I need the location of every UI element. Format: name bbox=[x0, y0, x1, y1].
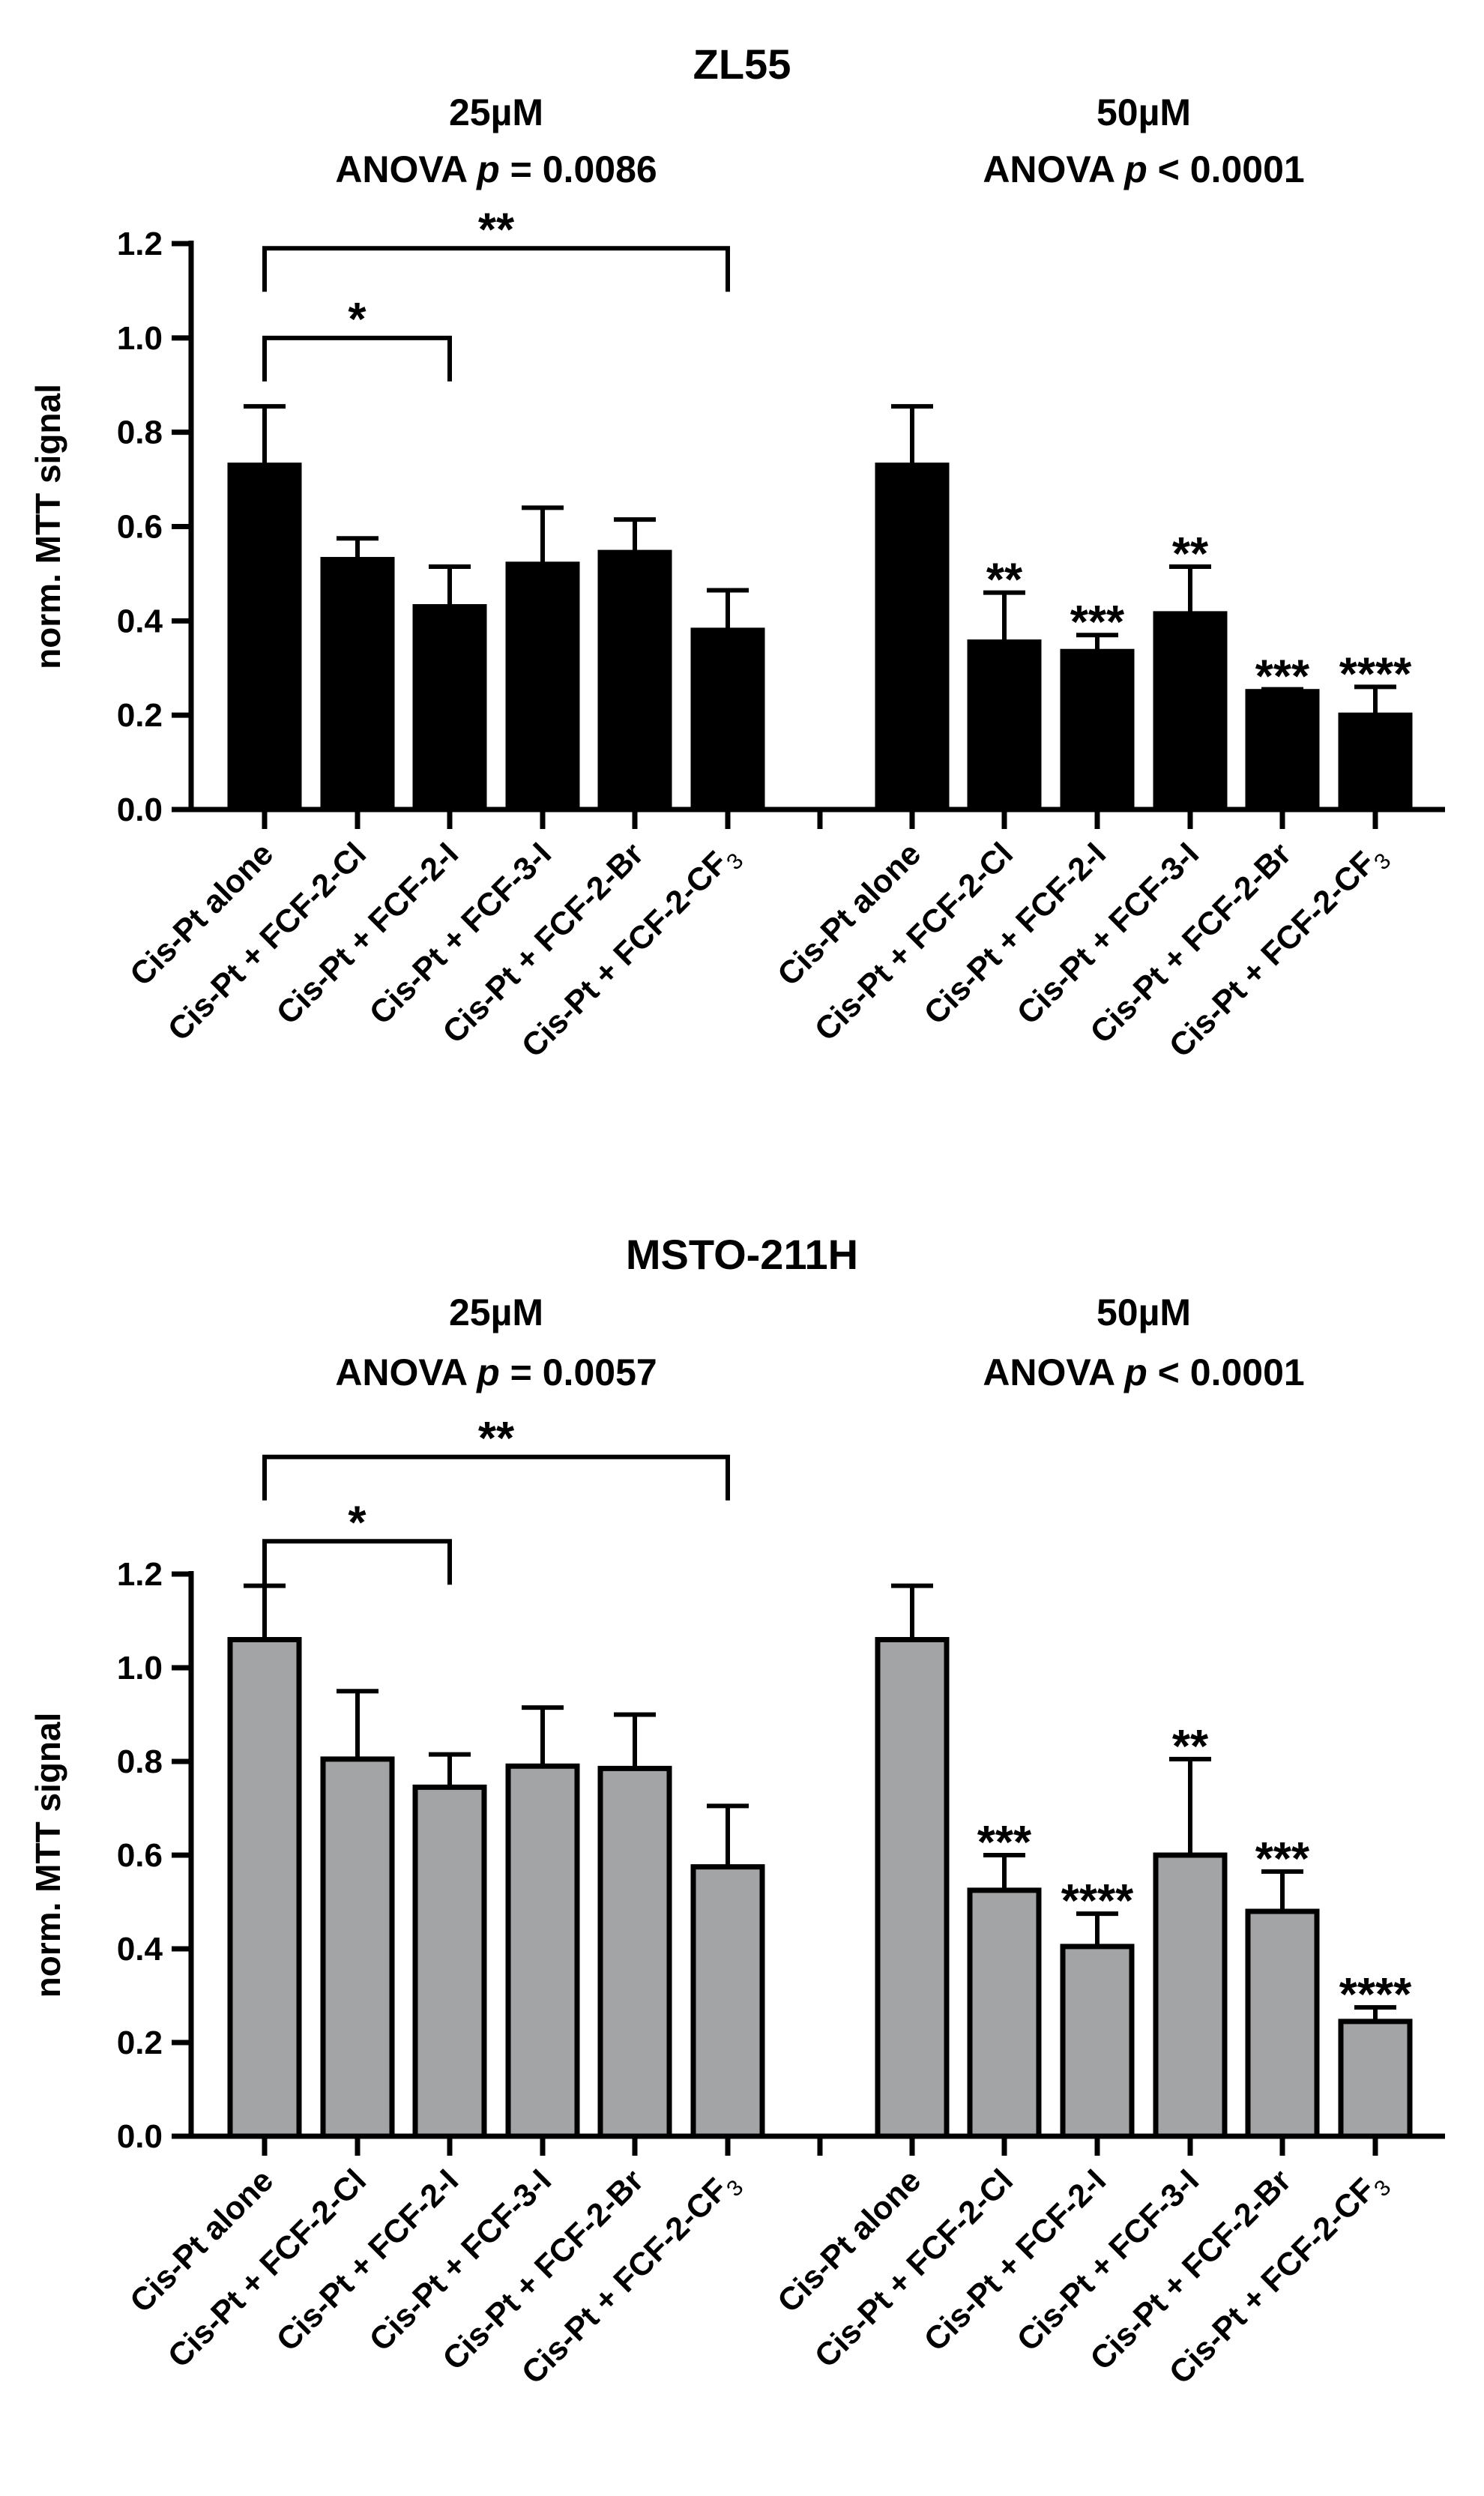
anova-result: ANOVA p < 0.0001 bbox=[983, 148, 1304, 190]
msto-211h-panel: MSTO-211H norm. MTT signal 0.0 0.2 0.4 0.6 0.8… bbox=[28, 1231, 1445, 2391]
bar bbox=[875, 1637, 950, 2139]
group-label: 25µM bbox=[449, 91, 543, 133]
significance-stars: ** bbox=[1172, 528, 1209, 580]
bracket-significance: ** bbox=[478, 204, 515, 256]
bar bbox=[412, 1784, 487, 2139]
bracket-significance: * bbox=[348, 1497, 367, 1549]
bar bbox=[690, 1864, 765, 2139]
significance-stars: **** bbox=[1339, 1969, 1412, 2021]
anova-prefix: ANOVA bbox=[983, 148, 1124, 190]
bar bbox=[320, 1756, 395, 2139]
bar bbox=[1338, 712, 1413, 813]
chart-title: ZL55 bbox=[693, 40, 791, 88]
significance-stars: **** bbox=[1061, 1875, 1134, 1927]
y-tick-label: 0.8 bbox=[117, 1743, 163, 1780]
bar bbox=[597, 549, 672, 813]
y-tick-label: 1.0 bbox=[117, 320, 163, 357]
anova-result: ANOVA p = 0.0086 bbox=[335, 148, 657, 190]
bar bbox=[320, 557, 395, 813]
significance-stars: *** bbox=[1255, 651, 1310, 703]
bar bbox=[1338, 2019, 1413, 2139]
bar bbox=[1060, 1944, 1135, 2139]
anova-result: ANOVA p < 0.0001 bbox=[983, 1351, 1304, 1393]
bar bbox=[1153, 1852, 1228, 2139]
anova-p-value: < 0.0001 bbox=[1147, 1351, 1305, 1393]
significance-stars: **** bbox=[1339, 648, 1412, 700]
bar bbox=[597, 1765, 672, 2139]
comparison-bracket bbox=[262, 1539, 452, 1585]
y-axis-label: norm. MTT signal bbox=[28, 384, 67, 669]
anova-prefix: ANOVA bbox=[335, 148, 477, 190]
significance-stars: *** bbox=[1070, 597, 1125, 648]
bar bbox=[227, 462, 302, 813]
bar bbox=[505, 1763, 580, 2139]
significance-stars: *** bbox=[1255, 1833, 1310, 1885]
anova-p-symbol: p bbox=[475, 148, 500, 190]
anova-p-symbol: p bbox=[475, 1351, 500, 1393]
significance-stars: *** bbox=[977, 1817, 1032, 1869]
anova-result: ANOVA p = 0.0057 bbox=[335, 1351, 657, 1393]
y-axis-label: norm. MTT signal bbox=[28, 1713, 67, 1998]
anova-prefix: ANOVA bbox=[983, 1351, 1124, 1393]
y-tick-label: 0.2 bbox=[117, 697, 163, 734]
bar bbox=[1153, 611, 1228, 813]
significance-stars: ** bbox=[1172, 1721, 1209, 1773]
bar bbox=[690, 627, 765, 813]
y-tick-label: 0.0 bbox=[117, 792, 163, 828]
y-tick-label: 0.4 bbox=[117, 603, 163, 639]
y-tick-label: 0.4 bbox=[117, 1931, 163, 1968]
group-label: 50µM bbox=[1097, 1291, 1191, 1333]
y-tick-label: 1.2 bbox=[117, 226, 163, 262]
bar bbox=[1245, 1908, 1320, 2139]
chart-title: MSTO-211H bbox=[626, 1231, 858, 1278]
anova-p-value: = 0.0057 bbox=[500, 1351, 657, 1393]
group-label: 50µM bbox=[1097, 91, 1191, 133]
anova-p-value: < 0.0001 bbox=[1147, 148, 1305, 190]
y-tick-label: 1.2 bbox=[117, 1556, 163, 1593]
bar bbox=[227, 1637, 302, 2139]
zl55-panel: ZL55 norm. MTT signal 0.0 0.2 0.4 0.6 0.8 1.0 1.… bbox=[28, 40, 1445, 1064]
bar bbox=[967, 639, 1042, 813]
comparison-bracket bbox=[262, 1454, 730, 1501]
bracket-significance: ** bbox=[478, 1413, 515, 1465]
significance-stars: ** bbox=[986, 555, 1023, 606]
y-tick-label: 0.6 bbox=[117, 509, 163, 546]
bar bbox=[875, 462, 950, 813]
bar bbox=[505, 561, 580, 813]
y-tick-label: 0.2 bbox=[117, 2025, 163, 2061]
anova-p-value: = 0.0086 bbox=[500, 148, 657, 190]
anova-p-symbol: p bbox=[1123, 148, 1147, 190]
y-tick-label: 0.6 bbox=[117, 1837, 163, 1874]
bar bbox=[1060, 648, 1135, 813]
bar bbox=[412, 603, 487, 813]
bracket-significance: * bbox=[348, 294, 367, 346]
bar bbox=[967, 1887, 1042, 2139]
y-tick-label: 1.0 bbox=[117, 1650, 163, 1686]
anova-p-symbol: p bbox=[1123, 1351, 1147, 1393]
y-tick-label: 0.0 bbox=[117, 2118, 163, 2155]
y-tick-label: 0.8 bbox=[117, 415, 163, 451]
anova-prefix: ANOVA bbox=[335, 1351, 477, 1393]
bar bbox=[1245, 689, 1320, 813]
group-label: 25µM bbox=[449, 1291, 543, 1333]
comparison-bracket bbox=[262, 246, 730, 292]
comparison-bracket bbox=[262, 335, 452, 382]
